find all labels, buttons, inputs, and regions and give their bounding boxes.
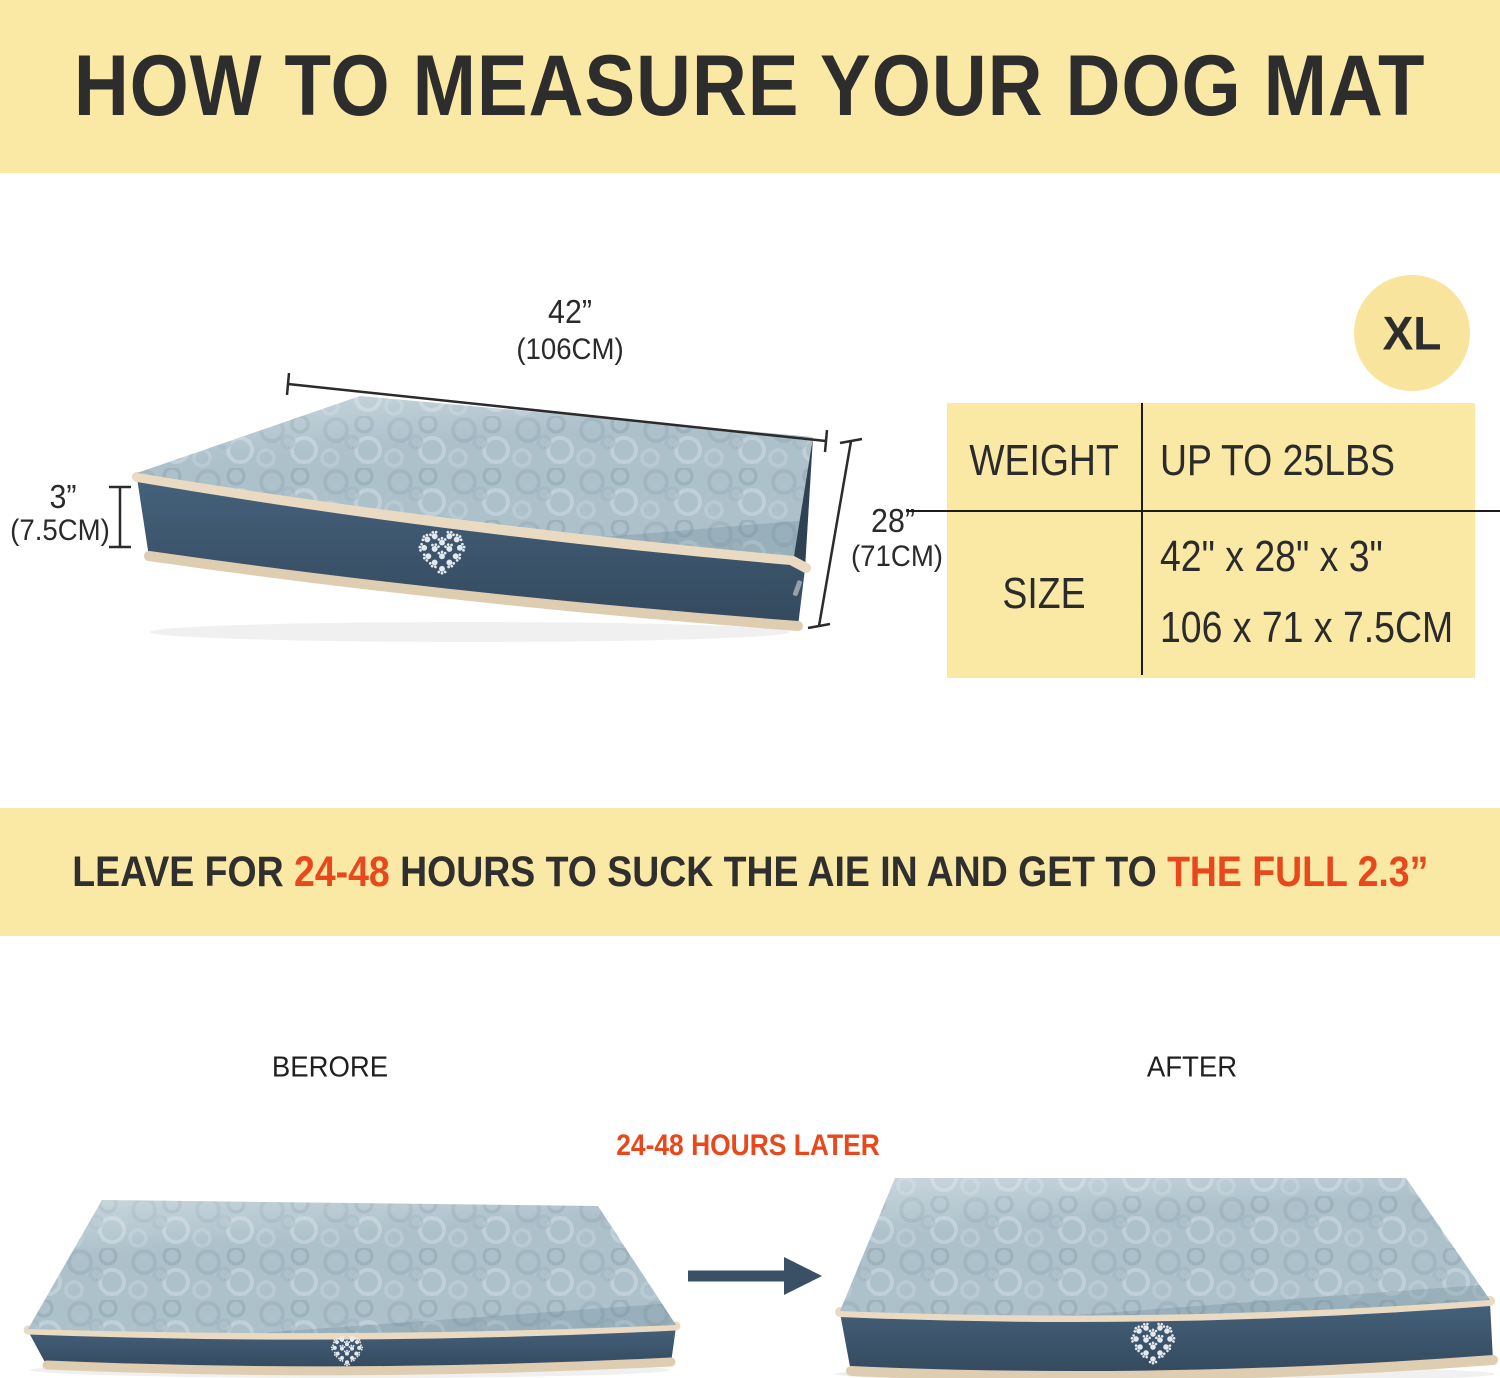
notice-banner: LEAVE FOR 24-48 HOURS TO SUCK THE AIE IN… [0, 808, 1500, 936]
after-label: AFTER [1146, 1051, 1238, 1084]
notice-segment-highlight: 24-48 [293, 847, 390, 896]
spec-table-row-divider [907, 510, 1500, 512]
height-label-cm: (7.5CM) [10, 514, 110, 547]
height-label-inches: 3” [49, 478, 77, 515]
comparison-caption: 24-48 HOURS LATER [616, 1129, 880, 1162]
depth-label-cm: (71CM) [850, 540, 944, 573]
spec-row-size-value-inches: 42" x 28" x 3" [1160, 532, 1383, 581]
notice-segment: HOURS TO SUCK THE AIE IN AND GET TO [389, 847, 1167, 896]
depth-label-inches: 28” [871, 502, 915, 539]
height-dimension-line [109, 485, 131, 549]
main-mat-illustration [132, 396, 813, 631]
width-dimension-line [285, 372, 829, 453]
notice-segment-highlight: THE FULL 2.3” [1166, 847, 1428, 896]
size-badge: XL [1382, 306, 1442, 360]
spec-row-weight-value: UP TO 25LBS [1160, 436, 1395, 485]
depth-dimension-line [807, 437, 863, 630]
notice-segment: LEAVE FOR [72, 847, 294, 896]
before-label: BERORE [271, 1051, 389, 1084]
main-mat-shadow [150, 622, 790, 642]
size-badge-circle [1354, 275, 1470, 391]
spec-row-size-label: SIZE [1002, 569, 1086, 618]
zipper-pull [792, 580, 802, 596]
spec-row-weight-label: WEIGHT [969, 436, 1119, 485]
spec-table-column-divider [1141, 403, 1143, 675]
before-mat-illustration [23, 1200, 681, 1376]
width-label-cm: (106CM) [516, 333, 624, 366]
notice-text: LEAVE FOR 24-48 HOURS TO SUCK THE AIE IN… [72, 848, 1428, 897]
page-title: HOW TO MEASURE YOUR DOG MAT [74, 38, 1426, 134]
width-label-inches: 42” [548, 293, 592, 330]
right-arrow-icon [688, 1257, 822, 1295]
header-banner: HOW TO MEASURE YOUR DOG MAT [0, 0, 1500, 173]
spec-row-size-value-cm: 106 x 71 x 7.5CM [1160, 603, 1454, 652]
spec-table [947, 403, 1475, 678]
after-mat-illustration [835, 1178, 1498, 1378]
